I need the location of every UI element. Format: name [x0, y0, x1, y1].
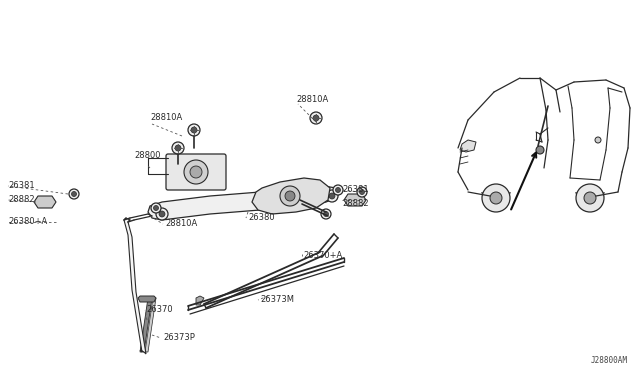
Text: 28800: 28800 [134, 151, 161, 160]
Circle shape [151, 203, 161, 213]
FancyBboxPatch shape [166, 154, 226, 190]
Circle shape [326, 190, 338, 202]
Circle shape [490, 192, 502, 204]
Circle shape [333, 185, 343, 195]
Polygon shape [145, 298, 156, 352]
Circle shape [313, 115, 319, 121]
Text: 28810A: 28810A [296, 96, 328, 105]
Polygon shape [344, 194, 366, 206]
Text: 26380+A: 26380+A [8, 218, 47, 227]
Text: 26370+A: 26370+A [303, 251, 342, 260]
Circle shape [595, 137, 601, 143]
Polygon shape [140, 298, 152, 352]
Circle shape [72, 192, 77, 196]
Polygon shape [124, 218, 146, 354]
Circle shape [184, 160, 208, 184]
Text: 28810A: 28810A [150, 113, 182, 122]
Circle shape [156, 208, 168, 220]
Circle shape [188, 124, 200, 136]
Circle shape [310, 112, 322, 124]
Polygon shape [34, 196, 56, 208]
Circle shape [482, 184, 510, 212]
Circle shape [190, 166, 202, 178]
Text: 26373M: 26373M [260, 295, 294, 305]
Polygon shape [138, 296, 156, 302]
Circle shape [69, 189, 79, 199]
Text: 26370: 26370 [146, 305, 173, 314]
Circle shape [280, 186, 300, 206]
Text: 26381: 26381 [342, 186, 369, 195]
Polygon shape [196, 296, 204, 305]
Circle shape [175, 145, 181, 151]
Circle shape [335, 187, 340, 192]
Polygon shape [148, 186, 340, 220]
Circle shape [159, 211, 165, 217]
Polygon shape [460, 140, 476, 152]
Polygon shape [252, 178, 330, 214]
Circle shape [584, 192, 596, 204]
Circle shape [329, 193, 335, 199]
Text: J28800AM: J28800AM [591, 356, 628, 365]
Circle shape [323, 212, 328, 217]
Text: 26380: 26380 [248, 214, 275, 222]
Circle shape [191, 127, 197, 133]
Circle shape [172, 142, 184, 154]
Circle shape [154, 205, 159, 211]
Circle shape [285, 191, 295, 201]
Circle shape [360, 189, 365, 195]
Text: 28882: 28882 [342, 199, 369, 208]
Text: 28882: 28882 [8, 196, 35, 205]
Circle shape [357, 187, 367, 197]
Circle shape [576, 184, 604, 212]
Circle shape [536, 146, 544, 154]
Circle shape [321, 209, 331, 219]
Text: 26381: 26381 [8, 182, 35, 190]
Text: 26373P: 26373P [163, 334, 195, 343]
Text: 28810A: 28810A [165, 219, 197, 228]
